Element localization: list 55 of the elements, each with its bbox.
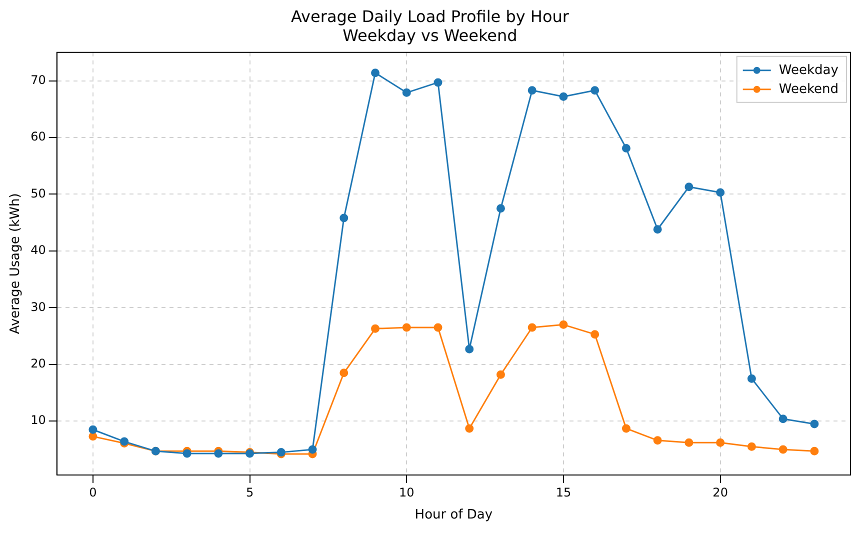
y-tick-label: 40 — [30, 243, 46, 258]
point — [684, 182, 694, 192]
y-tick-label: 70 — [30, 72, 46, 87]
point — [465, 344, 474, 354]
x-tick-label: 0 — [89, 485, 97, 500]
y-tick-label: 60 — [30, 130, 46, 144]
point — [590, 330, 600, 339]
legend-label: Weekend — [778, 82, 839, 97]
y-tick-label: 20 — [30, 356, 46, 371]
x-tick-label: 5 — [246, 485, 254, 500]
point — [402, 323, 411, 332]
point — [778, 414, 788, 424]
point — [214, 449, 223, 458]
point — [371, 68, 380, 78]
point — [810, 446, 819, 456]
point — [747, 442, 756, 451]
point — [559, 92, 568, 101]
point — [653, 436, 662, 445]
point — [496, 370, 505, 379]
x-tick-label: 10 — [398, 485, 414, 500]
point — [434, 323, 442, 332]
point — [559, 320, 568, 329]
x-tick-label: 15 — [556, 485, 572, 500]
y-tick-label: 10 — [30, 413, 46, 428]
legend-label: Weekday — [778, 62, 839, 78]
point — [402, 88, 411, 97]
point — [622, 424, 630, 433]
point — [88, 425, 98, 434]
point — [590, 86, 600, 95]
point — [496, 204, 505, 213]
point — [622, 144, 630, 153]
point — [308, 445, 317, 454]
y-tick-label: 30 — [30, 300, 46, 314]
point — [434, 78, 442, 87]
point — [528, 323, 536, 332]
chart-title: Average Daily Load Profile by Hour — [291, 6, 570, 26]
point — [528, 86, 536, 95]
point — [465, 424, 474, 433]
point — [778, 445, 788, 454]
point — [716, 188, 725, 197]
point — [340, 214, 348, 222]
y-tick-label: 50 — [30, 186, 46, 200]
point — [88, 432, 98, 441]
point — [810, 420, 819, 428]
x-axis-title: Hour of Day — [414, 508, 493, 523]
point — [653, 225, 662, 234]
point — [716, 438, 725, 447]
x-tick-label: 20 — [712, 485, 728, 500]
point — [340, 368, 348, 378]
y-axis-title: Average Usage (kWh) — [8, 193, 24, 334]
point — [747, 374, 756, 383]
point — [371, 324, 380, 333]
point — [182, 449, 192, 458]
chart-subtitle: Weekday vs Weekend — [342, 26, 518, 45]
point — [684, 438, 694, 447]
